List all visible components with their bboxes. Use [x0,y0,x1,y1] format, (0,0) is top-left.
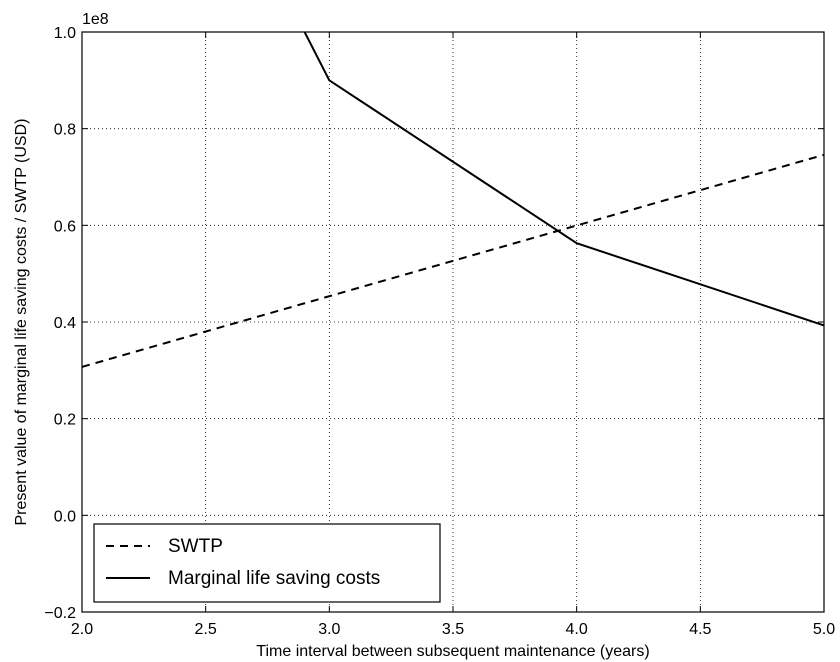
series-group [82,32,824,368]
y-tick-label: 0.2 [54,412,76,429]
x-axis-label: Time interval between subsequent mainten… [256,643,649,660]
y-tick-label: 0.8 [54,122,76,139]
legend-box [93,523,441,603]
x-tick-label: 2.5 [195,621,217,638]
y-axis-label: Present value of marginal life saving co… [13,119,30,526]
x-tick-label: 4.0 [566,621,588,638]
y-tick-label: 0.0 [54,508,76,525]
y-tick-label: −0.2 [44,605,76,622]
tick-labels: 2.0 2.5 3.0 3.5 4.0 4.5 5.0 −0.2 0.0 0.2 0.4 0.6 0.8… [44,25,835,638]
y-tick-label: 1.0 [54,25,76,42]
x-tick-label: 2.0 [71,621,93,638]
ticks [81,31,825,613]
x-tick-label: 3.0 [318,621,340,638]
y-tick-label: 0.4 [54,315,76,332]
x-tick-label: 4.5 [689,621,711,638]
grid [82,32,824,612]
x-tick-label: 3.5 [442,621,464,638]
legend: SWTP Marginal life saving costs [93,523,441,603]
y-tick-label: 0.6 [54,218,76,235]
series-line-swtp [82,153,824,368]
series-line-marginal-life-saving-costs [303,32,824,327]
legend-label-marginal: Marginal life saving costs [168,568,380,589]
x-tick-label: 5.0 [813,621,835,638]
legend-label-swtp: SWTP [168,536,223,557]
y-offset-label: 1e8 [82,11,109,28]
